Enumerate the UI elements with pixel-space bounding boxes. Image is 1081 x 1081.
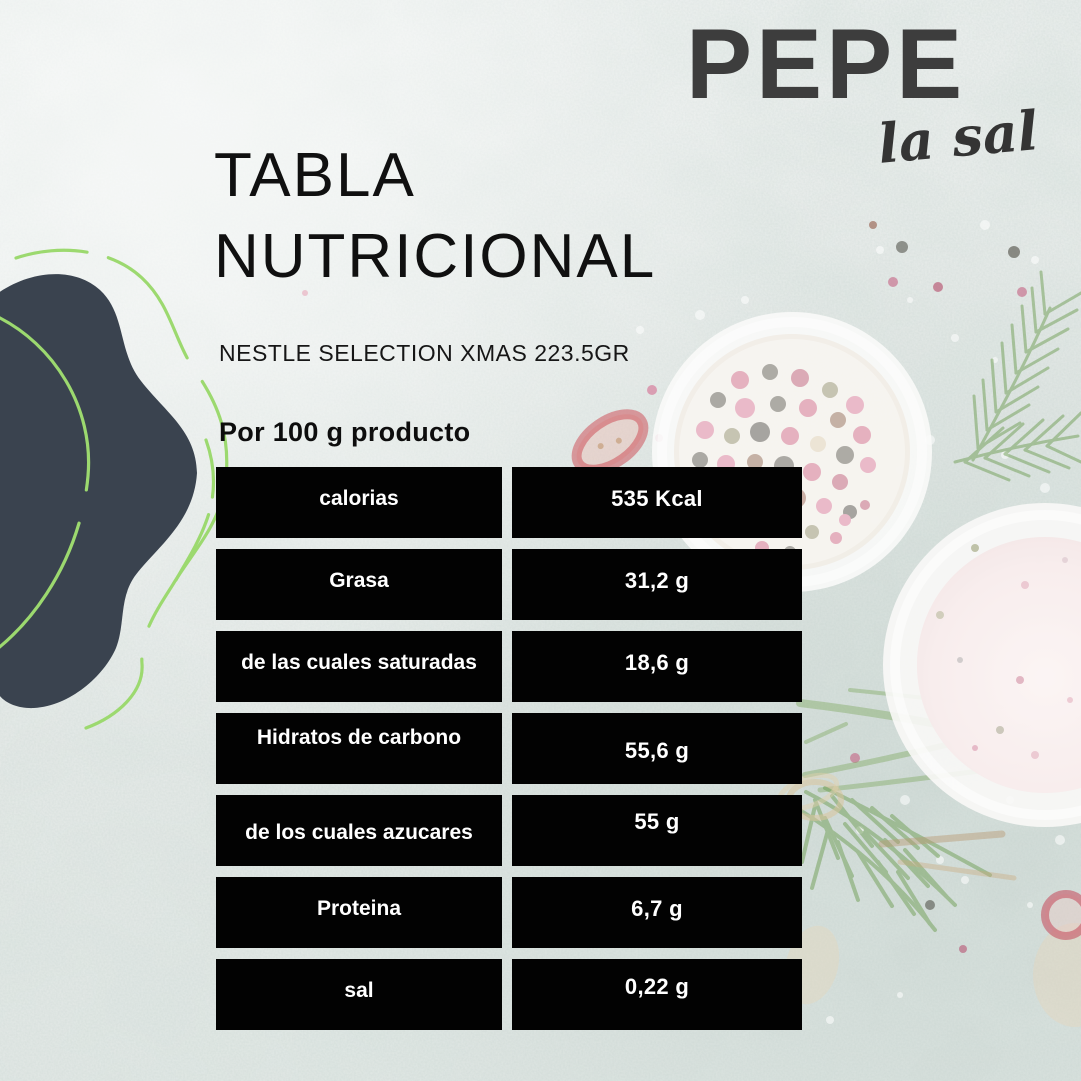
nutrient-label-cell: sal (216, 959, 502, 1030)
nutrition-table: calorias 535 Kcal Grasa 31,2 g de las cu… (216, 467, 802, 1030)
nutrient-label-cell: de las cuales saturadas (216, 631, 502, 702)
blob-shape (0, 274, 197, 709)
nutrient-value-cell: 31,2 g (512, 549, 802, 620)
table-row: calorias 535 Kcal (216, 467, 802, 538)
nutrient-value-cell: 18,6 g (512, 631, 802, 702)
table-row: sal 0,22 g (216, 959, 802, 1030)
table-row: Hidratos de carbono 55,6 g (216, 713, 802, 784)
brand-name-text: PEPE (686, 8, 967, 119)
nutrient-value-cell: 55 g (512, 795, 802, 866)
table-row: Grasa 31,2 g (216, 549, 802, 620)
page-title: TABLA NUTRICIONAL (214, 141, 657, 291)
nutrient-label-cell: Proteina (216, 877, 502, 948)
salt-bowl-image (883, 503, 1081, 827)
table-row: Proteina 6,7 g (216, 877, 802, 948)
serving-size-label: Por 100 g producto (219, 417, 471, 447)
table-row: de las cuales saturadas 18,6 g (216, 631, 802, 702)
chili-slice-image (571, 409, 649, 475)
nutrient-value-cell: 55,6 g (512, 713, 802, 784)
table-row: de los cuales azucares 55 g (216, 795, 802, 866)
brand-logo: PEPE (686, 14, 966, 113)
nutrient-value-cell: 535 Kcal (512, 467, 802, 538)
green-squiggle-lines (0, 248, 229, 730)
brand-tagline: la sal (875, 98, 1040, 176)
nutrient-label-cell: Hidratos de carbono (216, 713, 502, 784)
chili-ring-image (1041, 890, 1081, 940)
nutrient-label-cell: Grasa (216, 549, 502, 620)
nutrient-label-cell: calorias (216, 467, 502, 538)
nutrient-value-cell: 0,22 g (512, 959, 802, 1030)
nutrient-label-cell: de los cuales azucares (216, 795, 502, 866)
product-name: NESTLE SELECTION XMAS 223.5GR (219, 340, 630, 366)
rosemary-sprig-image (953, 270, 1081, 482)
nutrient-value-cell: 6,7 g (512, 877, 802, 948)
